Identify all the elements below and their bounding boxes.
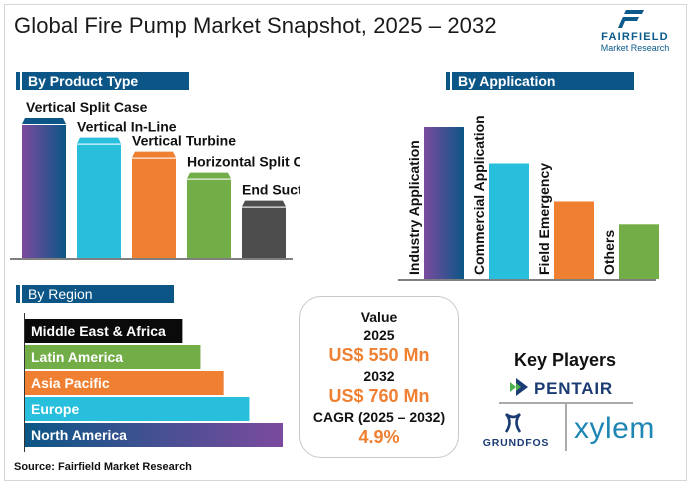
value-2032: US$ 760 Mn	[328, 386, 430, 406]
section-header-region: By Region	[16, 285, 174, 303]
application-chart: Industry Application Commercial Applicati…	[398, 115, 659, 281]
region-bar-label: Middle East & Africa	[31, 323, 166, 339]
product-bar-label: Horizontal Split Case	[187, 154, 300, 170]
application-bar	[619, 224, 659, 279]
key-players-logos: PENTAIR GRUNDFOS xylem	[483, 378, 655, 451]
section-header-product-type: By Product Type	[16, 72, 189, 90]
product-bar-label: Vertical In-Line	[77, 119, 177, 135]
product-bar-cap	[242, 200, 286, 207]
product-bar	[22, 125, 66, 258]
application-bar-label: Industry Application	[406, 140, 422, 275]
product-bar-label: Vertical Turbine	[132, 133, 236, 149]
pentair-wordmark: PENTAIR	[534, 379, 613, 398]
application-bar-label: Commercial Application	[471, 115, 487, 275]
fairfield-logo: FAIRFIELD Market Research	[590, 8, 680, 53]
product-bar	[187, 179, 231, 258]
pentair-logo: PENTAIR	[510, 378, 613, 398]
region-bar-label: Latin America	[31, 349, 123, 365]
logo-wordmark: FAIRFIELD	[601, 31, 669, 43]
region-bar	[25, 397, 250, 421]
section-header-application: By Application	[446, 72, 634, 90]
region-bar-label: North America	[31, 427, 127, 443]
product-bar	[77, 144, 121, 258]
product-bar	[242, 207, 286, 258]
region-bar	[25, 423, 283, 447]
product-bar-cap	[132, 151, 176, 158]
application-bar-label: Field Emergency	[536, 163, 552, 275]
fairfield-logo-mark-icon	[618, 10, 644, 28]
region-bar-label: Europe	[31, 401, 79, 417]
region-chart: Middle East & Africa Latin America Asia Pa…	[24, 313, 283, 452]
application-bar	[554, 201, 594, 279]
xylem-wordmark: xylem	[574, 412, 655, 445]
product-bar-cap	[187, 172, 231, 179]
value-2025: US$ 550 Mn	[328, 345, 430, 365]
application-bar	[424, 127, 464, 279]
source-note: Source: Fairfield Market Research	[14, 461, 192, 473]
product-bar	[132, 158, 176, 258]
application-bar-label: Others	[601, 230, 617, 275]
region-bar	[25, 371, 224, 395]
cagr-label: CAGR (2025 – 2032)	[312, 409, 446, 425]
product-bar-label: End Suction	[242, 182, 300, 198]
grundfos-wordmark: GRUNDFOS	[483, 437, 549, 449]
region-bar	[25, 345, 201, 369]
page-title: Global Fire Pump Market Snapshot, 2025 –…	[14, 13, 497, 38]
product-bar-cap	[22, 118, 66, 124]
product-type-chart: Vertical Split Case Vertical In-LineVerti…	[10, 99, 300, 260]
product-bar-cap	[77, 137, 121, 144]
region-bar	[25, 319, 183, 343]
value-label: Value	[360, 309, 398, 325]
pentair-mark-icon	[516, 378, 528, 396]
cagr-value: 4.9%	[358, 427, 400, 447]
logo-subtitle: Market Research	[600, 43, 670, 53]
product-bar-label: Vertical Split Case	[26, 99, 148, 115]
value-year-end: 2032	[363, 368, 395, 384]
grundfos-mark-icon	[504, 412, 522, 433]
key-players-title: Key Players	[513, 350, 617, 370]
region-bar-label: Asia Pacific	[31, 375, 110, 391]
grundfos-logo: GRUNDFOS	[483, 412, 549, 449]
market-value-card: Value 2025 US$ 550 Mn 2032 US$ 760 Mn CA…	[299, 296, 459, 458]
value-year-start: 2025	[363, 327, 395, 343]
application-bar	[489, 163, 529, 279]
